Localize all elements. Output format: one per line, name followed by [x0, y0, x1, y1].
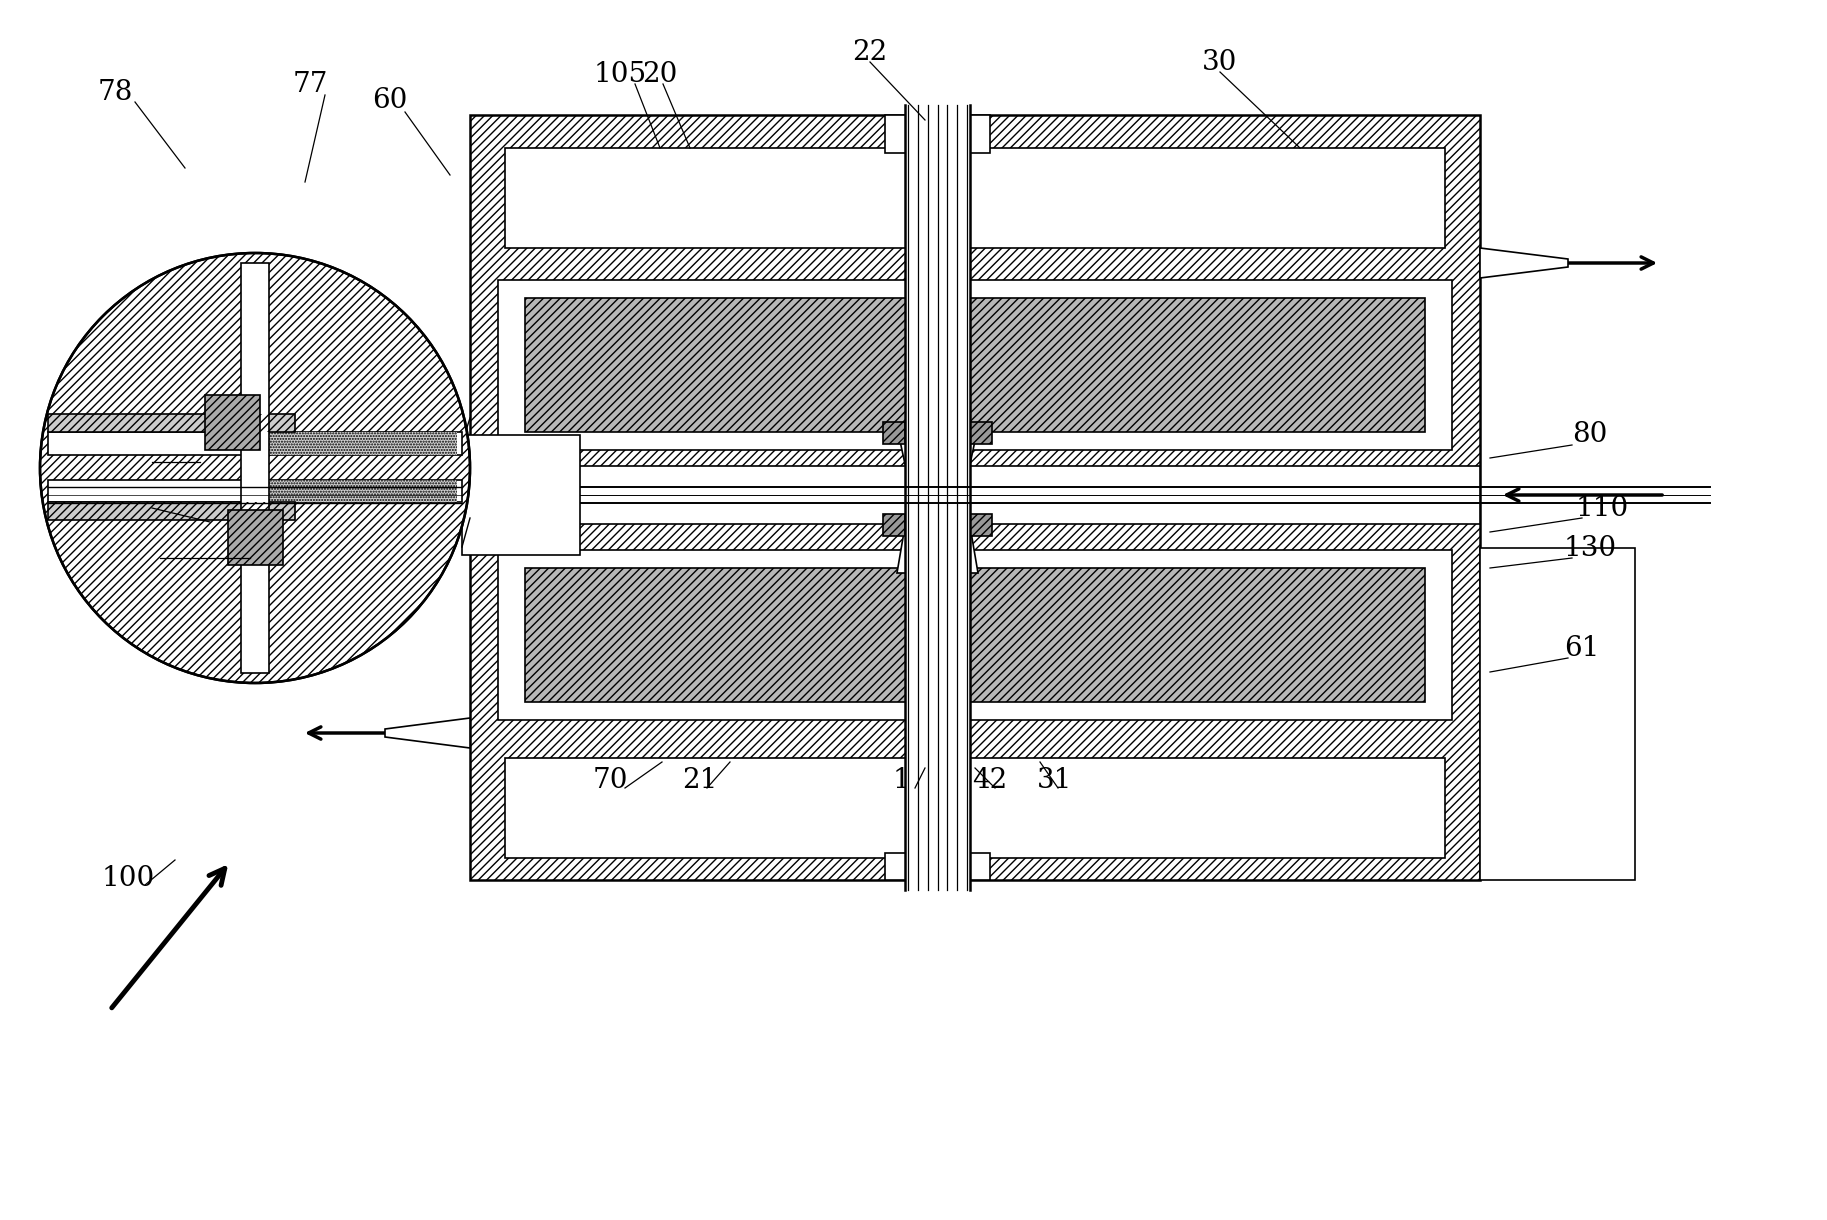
Bar	[470, 115, 1480, 880]
Bar	[470, 115, 1480, 880]
Bar	[904, 105, 970, 891]
Bar	[970, 514, 992, 536]
Text: 130: 130	[1564, 534, 1617, 561]
Bar	[48, 432, 462, 455]
Bar	[48, 479, 462, 501]
Bar	[524, 569, 1425, 701]
Bar	[882, 514, 904, 536]
Polygon shape	[385, 719, 470, 748]
Text: 42: 42	[972, 766, 1009, 793]
Bar	[499, 550, 1452, 720]
Text: 20: 20	[643, 61, 678, 89]
Bar	[882, 514, 904, 536]
Text: 120: 120	[104, 487, 157, 514]
Text: 70: 70	[592, 766, 628, 793]
Text: 110: 110	[1575, 494, 1628, 521]
Bar	[1480, 548, 1635, 880]
Bar	[470, 466, 1480, 525]
Text: 21: 21	[681, 766, 718, 793]
Text: 4x: 4x	[214, 559, 247, 586]
Bar	[504, 148, 1445, 248]
Bar	[228, 510, 283, 565]
Bar	[882, 422, 904, 444]
Text: 80: 80	[1573, 421, 1608, 449]
Bar	[499, 281, 1452, 450]
Polygon shape	[897, 427, 977, 464]
Text: 23: 23	[921, 787, 956, 814]
Bar	[48, 414, 296, 432]
Bar	[524, 569, 1425, 701]
Bar	[524, 298, 1425, 432]
Bar	[884, 853, 990, 880]
Bar	[970, 422, 992, 444]
Text: 15: 15	[892, 766, 928, 793]
Bar	[205, 395, 259, 450]
Text: 30: 30	[1202, 49, 1237, 76]
Polygon shape	[897, 526, 977, 573]
Circle shape	[40, 253, 470, 683]
Bar	[267, 432, 457, 455]
Bar	[267, 479, 457, 501]
Bar	[882, 422, 904, 444]
Text: 100: 100	[100, 865, 155, 892]
Text: 31: 31	[1038, 766, 1072, 793]
Bar	[48, 501, 296, 520]
Polygon shape	[1480, 248, 1568, 278]
Text: 80: 80	[111, 442, 148, 468]
Bar	[205, 395, 259, 450]
Bar	[462, 436, 579, 555]
Bar	[241, 264, 269, 673]
Bar	[48, 414, 296, 432]
Text: 22: 22	[853, 39, 888, 66]
Text: 60: 60	[373, 87, 407, 113]
Bar	[970, 514, 992, 536]
Bar	[970, 422, 992, 444]
Bar	[504, 758, 1445, 858]
Bar	[48, 501, 296, 520]
Text: 61: 61	[1564, 634, 1600, 661]
Text: 130: 130	[111, 534, 164, 561]
Text: 105: 105	[594, 61, 647, 89]
Bar	[884, 115, 990, 152]
Bar	[228, 510, 283, 565]
Text: 77: 77	[292, 72, 327, 99]
Bar	[524, 298, 1425, 432]
Text: 78: 78	[97, 78, 133, 105]
